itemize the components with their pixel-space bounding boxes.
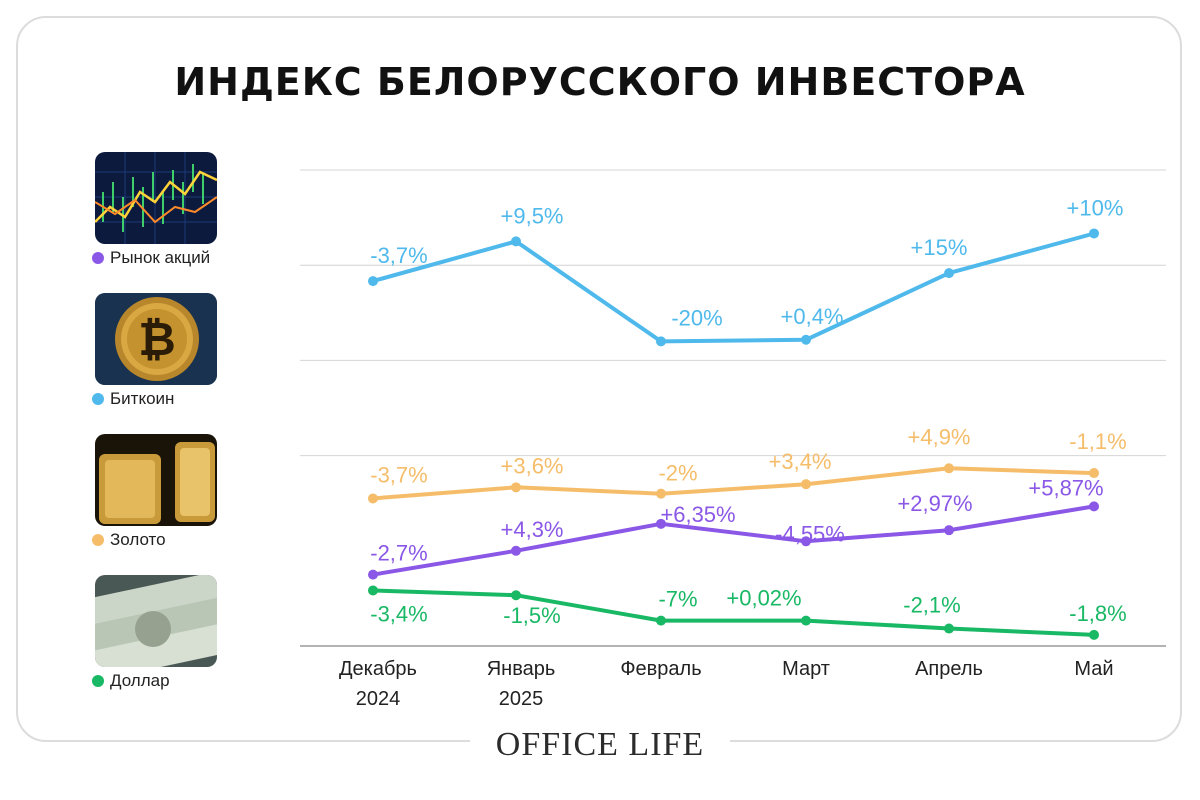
series-line [371, 466, 1096, 501]
logo-background [470, 722, 730, 766]
data-label: +3,6% [501, 453, 564, 478]
data-point [511, 590, 521, 601]
data-point [1089, 501, 1099, 512]
data-label: -1,5% [503, 603, 560, 628]
data-label: -2,1% [903, 593, 960, 618]
data-point [801, 615, 811, 626]
data-point [801, 334, 811, 345]
data-label: +6,35% [660, 502, 735, 527]
data-point [1089, 468, 1099, 479]
svg-text:₿: ₿ [138, 312, 176, 366]
stock-chart-photo-icon [95, 152, 217, 244]
data-label: +4,9% [908, 424, 971, 449]
data-label: -3,7% [370, 243, 427, 268]
data-point [801, 536, 811, 547]
blue-dot-icon [92, 393, 104, 405]
legend-label-gold: Золото [92, 530, 166, 550]
data-label: -7% [658, 587, 697, 612]
x-tick-label: Декабрь 2024 [339, 658, 417, 710]
x-tick-label: Март [782, 658, 830, 680]
data-label: +0,4% [781, 304, 844, 329]
data-point [511, 545, 521, 556]
data-point [801, 479, 811, 490]
x-tick-label: Февраль [620, 658, 701, 680]
legend-label-dollar: Доллар [92, 671, 170, 691]
data-label: -2% [658, 461, 697, 486]
series-line [371, 231, 1096, 344]
data-label: -20% [671, 305, 722, 330]
data-label: +9,5% [501, 203, 564, 228]
data-label: -3,4% [370, 601, 427, 626]
dollar-bills-photo-icon [95, 575, 217, 667]
data-point [368, 585, 378, 596]
data-label: -1,1% [1069, 429, 1126, 454]
data-point [368, 493, 378, 504]
data-point [511, 236, 521, 247]
legend-label-stocks: Рынок акций [92, 248, 210, 268]
data-point [944, 463, 954, 474]
data-point [656, 336, 666, 347]
data-point [511, 482, 521, 493]
x-tick-label: Январь 2025 [487, 658, 556, 710]
green-dot-icon [92, 675, 104, 687]
data-label: +5,87% [1028, 475, 1103, 500]
data-point [656, 488, 666, 499]
x-tick-label: Апрель [915, 658, 983, 680]
bitcoin-coin-photo-icon: ₿ [95, 293, 217, 385]
data-point [368, 276, 378, 287]
data-label: +0,02% [726, 586, 801, 611]
data-label: +4,3% [501, 517, 564, 542]
data-label: +10% [1067, 195, 1124, 220]
orange-dot-icon [92, 534, 104, 546]
data-point [1089, 228, 1099, 239]
data-point [944, 268, 954, 279]
data-point [944, 525, 954, 536]
data-point [656, 615, 666, 626]
series-line [371, 504, 1096, 577]
data-point [656, 518, 666, 529]
data-label: +15% [911, 235, 968, 260]
data-label: -4,55% [775, 521, 845, 546]
chart-title: ИНДЕКС БЕЛОРУССКОГО ИНВЕСТОРА [174, 60, 1026, 104]
series-line [371, 588, 1096, 637]
data-label: -2,7% [370, 541, 427, 566]
x-tick-label: Май [1074, 658, 1113, 680]
legend-label-bitcoin: Биткоин [92, 389, 174, 409]
data-label: +2,97% [897, 491, 972, 516]
data-point [1089, 629, 1099, 640]
data-label: -1,8% [1069, 601, 1126, 626]
purple-dot-icon [92, 252, 104, 264]
data-label: +3,4% [769, 449, 832, 474]
gold-bars-photo-icon [95, 434, 217, 526]
data-point [368, 569, 378, 580]
data-point [944, 623, 954, 634]
office-life-logo: OFFICE LIFE [495, 726, 705, 763]
data-label: -3,7% [370, 462, 427, 487]
